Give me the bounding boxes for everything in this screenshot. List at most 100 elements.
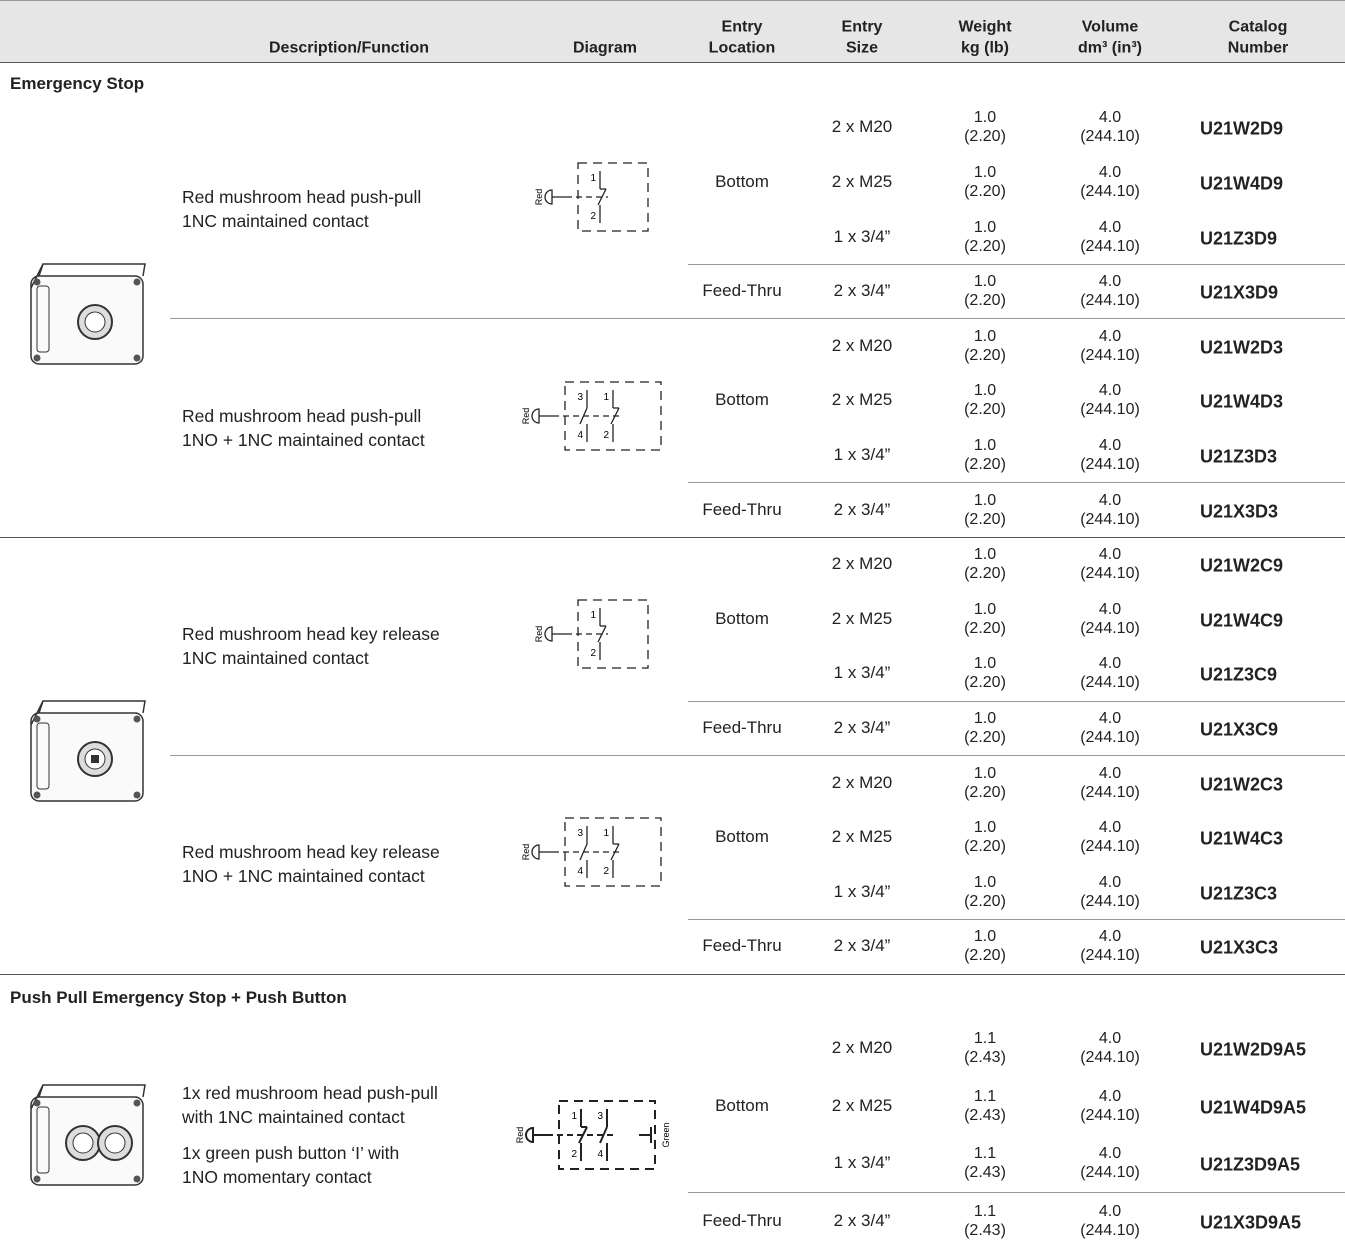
volume-in: (244.10) [1080,128,1140,146]
product-image [30,700,146,802]
weight: 1.0 (2.20) [964,654,1006,692]
enclosure-side [36,722,50,790]
header-label: Diagram [572,39,638,57]
volume: 4.0 (244.10) [1080,709,1140,747]
section-title: Emergency Stop [10,74,145,93]
catalog-number: U21W2D3 [1200,337,1284,358]
catalog-number: U21Z3D9A5 [1200,1154,1301,1175]
volume: 4.0 (244.10) [1080,764,1140,802]
weight: 1.0 (2.20) [964,545,1006,583]
contact-number: 1 [603,392,609,403]
catalog-number: U21X3C3 [1200,937,1279,958]
entry-size: 2 x M20 [831,1038,893,1058]
button [72,1132,94,1154]
header-label: Volume [1081,18,1139,36]
volume: 4.0 (244.10) [1080,873,1140,911]
diagram-label: Red [521,844,531,861]
contact [579,389,588,442]
entry-size: 2 x M25 [831,171,893,191]
diagram-label: Red [515,1126,525,1143]
description-line: 1NC maintained contact [182,648,369,668]
contact-number: 2 [603,866,609,877]
enclosure-lid [30,700,146,726]
contact-number: 2 [590,648,596,659]
product-image [30,1083,146,1186]
entry-size: 2 x 3/4” [833,936,891,956]
volume-in: (244.10) [1080,1164,1140,1182]
weight-lb: (2.20) [964,619,1006,637]
entry-size: 2 x 3/4” [833,1210,891,1230]
volume: 4.0 (244.10) [1080,381,1140,419]
entry-size: 1 x 3/4” [833,1153,891,1173]
wiring-diagram: Red 3 4 1 2 [521,817,662,888]
contact-number: 2 [571,1149,577,1160]
weight: 1.0 [973,764,997,782]
weight-lb: (2.20) [964,401,1006,419]
volume: 4.0 (244.10) [1080,1144,1140,1182]
volume: 4.0 (244.10) [1080,163,1140,201]
weight: 1.0 [973,109,997,127]
volume-in: (244.10) [1080,783,1140,801]
weight-lb: (2.20) [964,728,1006,746]
volume: 4.0 [1098,546,1122,564]
weight: 1.0 (2.20) [964,327,1006,365]
weight-lb: (2.20) [964,892,1006,910]
catalog-number: U21W4C3 [1200,828,1284,849]
volume: 4.0 (244.10) [1080,1202,1140,1240]
volume: 4.0 [1098,1145,1122,1163]
weight: 1.0 (2.20) [964,272,1006,310]
volume: 4.0 [1098,600,1122,618]
volume: 4.0 [1098,1087,1122,1105]
header-label: dm³ (in³) [1078,39,1142,57]
contact-number: 4 [597,1149,603,1160]
weight: 1.0 (2.20) [964,764,1006,802]
enclosure-lid [30,1083,146,1109]
entry-size: 2 x M25 [831,608,893,628]
contact-number: 4 [577,866,583,877]
contact [610,826,620,879]
weight: 1.0 [973,218,997,236]
screw [133,1175,141,1183]
volume: 4.0 (244.10) [1080,272,1140,310]
weight: 1.0 [973,928,997,946]
weight: 1.1 (2.43) [964,1087,1006,1125]
enclosure-side [36,1106,50,1174]
weight: 1.1 [973,1145,997,1163]
weight: 1.0 (2.20) [964,108,1006,146]
weight: 1.0 [973,491,997,509]
weight-lb: (2.43) [964,1164,1006,1182]
description-line: 1NO + 1NC maintained contact [182,866,425,887]
entry-size: 2 x 3/4” [833,717,891,737]
entry-size: 2 x M25 [831,827,893,847]
wiring-diagram: Red 1 2 3 4 Green [515,1099,671,1170]
entry-size: 2 x 3/4” [833,499,891,519]
description-line: Red mushroom head push-pull [182,187,422,208]
weight-lb: (2.20) [964,182,1006,200]
weight: 1.1 [973,1087,997,1105]
volume-in: (244.10) [1080,838,1140,856]
volume: 4.0 (244.10) [1080,218,1140,256]
catalog-number: U21Z3D9 [1200,228,1278,248]
weight: 1.1 [973,1202,997,1220]
weight-lb: (2.20) [964,455,1006,473]
volume: 4.0 [1098,709,1122,727]
volume: 4.0 [1098,819,1122,837]
description-line: Red mushroom head key release [182,842,440,863]
catalog-number: U21Z3C9 [1200,664,1278,685]
screw [33,791,41,799]
enclosure-side [36,285,50,353]
weight: 1.0 (2.20) [964,709,1006,747]
volume-in: (244.10) [1080,674,1140,692]
description-line: 1NO momentary contact [182,1166,372,1187]
header-label: Size [845,39,879,57]
volume-in: (244.10) [1080,510,1140,528]
description-line: 1NO + 1NC maintained contact [182,429,425,450]
button [84,311,106,333]
button [104,1132,126,1154]
screw [133,354,141,362]
volume: 4.0 [1098,1030,1122,1048]
volume: 4.0 (244.10) [1080,818,1140,856]
entry-location: Feed-Thru [702,717,782,737]
catalog-number: U21Z3D3 [1200,446,1278,467]
